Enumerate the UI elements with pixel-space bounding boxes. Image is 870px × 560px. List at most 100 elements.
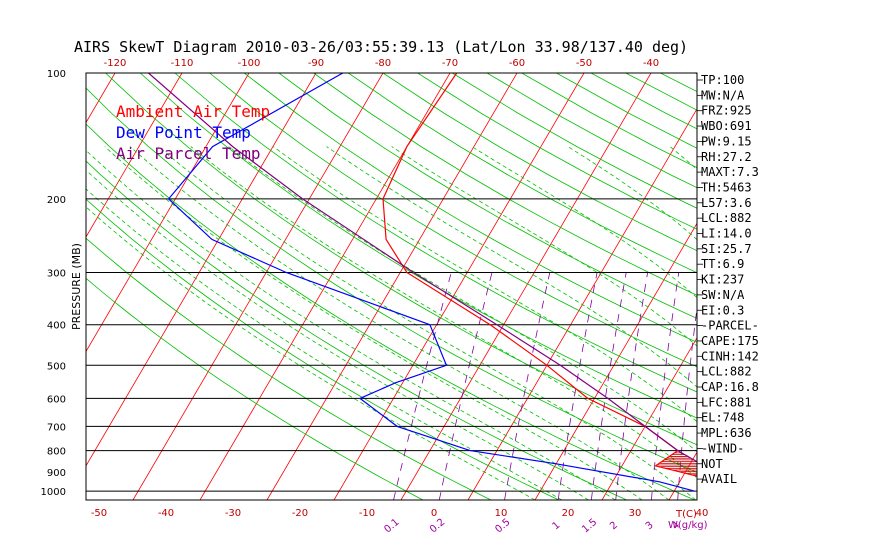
bottom-temp-tick-label: 0 (431, 508, 437, 519)
isotherm-line (736, 73, 870, 500)
isotherm-line (0, 73, 48, 500)
mixing-ratio-tick-label: 4 (670, 520, 682, 533)
mixing-ratio-line (862, 273, 865, 501)
index-label: PW:9.15 (701, 134, 752, 148)
mixing-ratio-tick-label: 0.5 (493, 517, 512, 536)
index-label: LI:14.0 (701, 227, 752, 241)
index-label: KI:237 (701, 273, 744, 287)
top-temp-tick-label: -60 (509, 58, 525, 69)
moist-adiabat-line (104, 146, 643, 500)
top-temp-tick-label: -50 (576, 58, 592, 69)
mixing-ratio-tick-label: 3 (644, 520, 656, 533)
plot-frame (85, 72, 698, 501)
top-temp-ticks: -120 -110 -100 -90 -80 -70 -60 -50 -40 (104, 58, 660, 69)
mixing-ratio-ticks: 0.1 0.2 0.5 1 1.5 2 3 4 (382, 517, 682, 536)
isotherm-line (601, 336, 697, 500)
air-parcel-templine (148, 73, 697, 463)
pressure-tick-label: 400 (47, 321, 66, 332)
mixing-ratio-line (677, 305, 697, 500)
index-label: AVAIL (701, 472, 737, 486)
index-label: LFC:881 (701, 395, 752, 409)
moist-adiabat-line (86, 149, 616, 500)
dew-point-templine (167, 73, 695, 492)
dry-adiabat-line (243, 73, 697, 343)
bottom-temp-tick-label: -10 (359, 508, 375, 519)
dry-adiabat-line (660, 73, 697, 93)
dry-adiabat-line (452, 73, 697, 209)
top-temp-tick-label: -120 (104, 58, 127, 69)
bottom-temp-tick-label: 30 (629, 508, 642, 519)
mixing-ratio-line (438, 272, 493, 500)
top-temp-tick-label: -90 (308, 58, 324, 69)
mixing-ratio-tick-label: 0.2 (428, 517, 447, 536)
mixing-ratio-tick-label: 1.5 (580, 517, 599, 536)
dry-adiabat-line (105, 73, 697, 446)
dry-adiabat-line (209, 73, 697, 368)
mixing-ratio-line (786, 273, 796, 501)
mixing-axis-label: W(g/kg) (668, 520, 708, 531)
mixing-ratio-line (590, 272, 627, 500)
index-label: MPL:636 (701, 426, 752, 440)
index-label: LCL:882 (701, 211, 752, 225)
bottom-temp-ticks: -50 -40 -30 -20 -10 0 10 20 30 40 (91, 508, 709, 519)
mixing-ratio-line (557, 272, 598, 500)
isotherm-line (86, 73, 116, 124)
mixing-ratio-tick-label: 0.1 (382, 517, 401, 536)
top-temp-tick-label: -40 (643, 58, 659, 69)
pressure-tick-label: 700 (47, 422, 66, 433)
pressure-ticks: 100 200 300 400 500 600 700 800 900 1000 (41, 69, 66, 498)
legend-entry: Dew Point Temp (116, 123, 251, 142)
moist-adiabat-line (190, 146, 697, 479)
isotherm-line (400, 73, 652, 500)
dry-adiabat-line (348, 73, 697, 274)
pressure-tick-label: 100 (47, 69, 66, 80)
pressure-tick-label: 600 (47, 394, 66, 405)
dry-adiabat-line (139, 73, 697, 419)
top-temp-tick-label: -110 (171, 58, 194, 69)
index-label: FRZ:925 (701, 104, 752, 118)
isotherm-line (86, 73, 183, 238)
pressure-tick-label: 1000 (41, 487, 66, 498)
dry-adiabat-line (86, 237, 492, 500)
top-temp-tick-label: -100 (238, 58, 261, 69)
index-label: SW:N/A (701, 288, 745, 302)
isotherm-line (803, 73, 870, 500)
index-label: SI:25.7 (701, 242, 752, 256)
pressure-tick-label: 200 (47, 195, 66, 206)
mixing-ratio-line (809, 273, 816, 501)
index-label: -PARCEL- (701, 319, 759, 333)
x-axis-label: T(C) (675, 509, 697, 520)
mixing-ratio-lines (393, 272, 865, 501)
bottom-temp-tick-label: 20 (562, 508, 575, 519)
bottom-temp-tick-label: 40 (696, 508, 709, 519)
dry-adiabat-line (86, 277, 424, 500)
bottom-temp-tick-label: -40 (158, 508, 174, 519)
index-label: CINH:142 (701, 349, 759, 363)
moist-adiabat-line (86, 188, 562, 500)
legend: Ambient Air Temp Dew Point Temp Air Parcel… (116, 102, 270, 163)
dry-adiabat-line (313, 73, 697, 296)
bottom-temp-tick-label: 10 (495, 508, 508, 519)
mixing-ratio-line (651, 272, 680, 500)
index-label: TH:5463 (701, 180, 752, 194)
profile-series (148, 73, 697, 492)
moist-adiabat-line (757, 147, 870, 500)
dry-adiabat-line (174, 73, 697, 393)
index-label: WBO:691 (701, 119, 752, 133)
mixing-ratio-line (767, 273, 779, 501)
isotherm-line (467, 108, 697, 500)
moist-adiabat-line (669, 146, 697, 170)
dry-adiabat-line (86, 123, 695, 500)
pressure-tick-label: 900 (47, 468, 66, 479)
index-label: LCL:882 (701, 365, 752, 379)
pressure-tick-label: 800 (47, 447, 66, 458)
mixing-ratio-line (839, 273, 843, 501)
bottom-temp-tick-label: -20 (292, 508, 308, 519)
mixing-ratio-tick-label: 2 (608, 520, 620, 533)
isotherm-line (534, 222, 697, 500)
index-label: MAXT:7.3 (701, 165, 759, 179)
dry-adiabat-line (278, 73, 697, 319)
mixing-ratio-tick-label: 1 (551, 520, 563, 533)
